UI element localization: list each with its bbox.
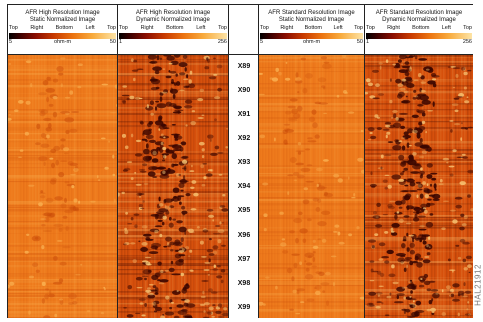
image-track-sr-dynamic [365,55,473,318]
azimuth-label-top-end: Top [463,25,472,31]
azimuth-label-left: Left [441,25,451,31]
azimuth-label-right: Right [280,25,294,31]
depth-track: X89 X90 X91 X92 X93 X94 X95 X96 X97 X98 … [229,5,259,318]
figure-id-watermark: HAL21912 [472,250,483,320]
track-title: AFR Standard Resolution Image [268,10,355,16]
azimuth-label-left: Left [85,25,95,31]
color-scale-bar [366,33,472,39]
unit-label: ohm-m [53,39,72,45]
azimuth-scale: Top Right Bottom Left Top [9,25,116,32]
depth-label: X90 [237,87,251,94]
azimuth-label-top-end: Top [107,25,116,31]
track-subtitle: Static Normalized Image [278,17,345,23]
azimuth-label-top: Top [366,25,375,31]
track-subtitle: Static Normalized Image [29,17,96,23]
depth-label: X97 [237,256,251,263]
unit-label: ohm-m [302,39,321,45]
borehole-image-hr-static [8,55,117,318]
depth-label: X99 [237,304,251,311]
azimuth-label-top-end: Top [354,25,363,31]
depth-label: X98 [237,280,251,287]
azimuth-label-left: Left [333,25,343,31]
depth-label: X94 [237,183,251,190]
azimuth-label-top-end: Top [218,25,227,31]
azimuth-label-right: Right [387,25,400,31]
track-header-hr-static: AFR High Resolution Image Static Normali… [8,5,118,55]
range-min: 5 [9,39,13,45]
azimuth-label-bottom: Bottom [166,25,184,31]
image-track-hr-static [8,55,118,318]
azimuth-label-top: Top [260,25,269,31]
color-range: 5 50 [9,39,116,46]
depth-label: X93 [237,159,251,166]
color-scale-bar [9,33,116,39]
borehole-image-sr-static [259,55,364,318]
track-header-hr-dynamic: AFR High Resolution Image Dynamic Normal… [118,5,229,55]
azimuth-label-bottom: Bottom [304,25,323,31]
track-subtitle: Dynamic Normalized Image [136,17,210,23]
image-track-sr-static [259,55,365,318]
track-title: AFR Standard Resolution Image [375,10,463,16]
azimuth-label-right: Right [140,25,154,31]
track-header-sr-dynamic: AFR Standard Resolution Image Dynamic No… [365,5,473,55]
azimuth-scale: Top Right Bottom Left Top [366,25,472,32]
depth-label: X89 [237,63,251,70]
azimuth-label-left: Left [196,25,206,31]
image-log-panel: AFR High Resolution Image Static Normali… [7,4,473,318]
figure-id-text: HAL21912 [473,264,483,306]
range-min: 5 [260,39,264,45]
depth-header [229,5,258,55]
depth-label: X91 [237,111,251,118]
azimuth-scale: Top Right Bottom Left Top [119,25,227,32]
range-max: 256 [217,39,227,45]
borehole-image-sr-dynamic [365,55,473,318]
depth-label: X95 [237,207,251,214]
track-subtitle: Dynamic Normalized Image [382,17,456,23]
azimuth-label-right: Right [30,25,44,31]
track-header-sr-static: AFR Standard Resolution Image Static Nor… [259,5,365,55]
azimuth-label-top: Top [9,25,18,31]
borehole-image-hr-dynamic [118,55,228,318]
color-scale-bar [260,33,363,39]
color-range: 1 256 [119,39,227,46]
depth-label: X96 [237,232,251,239]
color-range: 5 50 [260,39,363,46]
color-range: 1 256 [366,39,472,46]
azimuth-scale: Top Right Bottom Left Top [260,25,363,32]
azimuth-label-bottom: Bottom [412,25,430,31]
range-min: 1 [119,39,123,45]
range-max: 256 [462,39,472,45]
image-track-hr-dynamic [118,55,229,318]
depth-label: X92 [237,135,251,142]
azimuth-label-top: Top [119,25,128,31]
track-title: AFR High Resolution Image [135,10,211,16]
range-max: 50 [109,39,116,45]
range-min: 1 [366,39,370,45]
track-title: AFR High Resolution Image [25,10,100,16]
range-max: 50 [356,39,363,45]
azimuth-label-bottom: Bottom [55,25,74,31]
color-scale-bar [119,33,227,39]
